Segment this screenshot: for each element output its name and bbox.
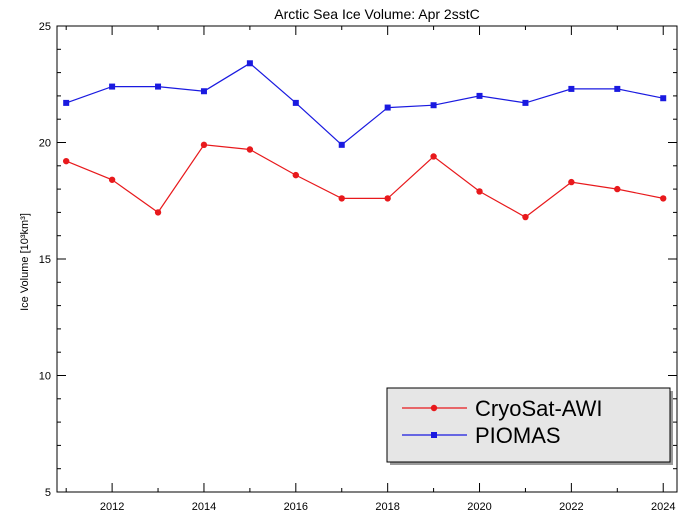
data-point-piomas (384, 104, 391, 111)
data-point-piomas (292, 99, 299, 106)
y-tick-label: 5 (45, 487, 51, 499)
chart-title: Arctic Sea Ice Volume: Apr 2sstC (274, 6, 479, 22)
x-tick-label: 2014 (192, 501, 216, 513)
y-tick-label: 10 (39, 371, 51, 383)
data-point-cryosat-awi (292, 171, 300, 179)
data-point-cryosat-awi (384, 195, 391, 202)
x-tick-label: 2022 (559, 501, 583, 513)
data-point-cryosat-awi (614, 185, 621, 193)
data-point-cryosat-awi (154, 209, 162, 216)
legend-box (386, 387, 671, 463)
data-point-cryosat-awi (660, 195, 667, 202)
y-tick-label: 15 (39, 254, 51, 266)
data-point-cryosat-awi (108, 176, 116, 183)
legend-label-piomas: PIOMAS (475, 423, 561, 448)
data-point-piomas (155, 83, 162, 90)
y-tick-label: 25 (39, 21, 51, 33)
y-axis-label: Ice Volume [10³km³] (19, 213, 31, 311)
data-point-cryosat-awi (522, 213, 529, 221)
data-point-piomas (338, 141, 345, 148)
series-layer (62, 60, 667, 221)
data-point-piomas (63, 99, 70, 106)
y-ticks: 5 10 15 20 25 (39, 21, 677, 499)
data-point-piomas (568, 85, 575, 92)
data-point-piomas (200, 88, 207, 95)
x-tick-label: 2016 (284, 501, 308, 513)
data-point-piomas (614, 85, 621, 92)
data-point-cryosat-awi (430, 153, 437, 160)
legend-label-cryosat-awi: CryoSat-AWI (475, 396, 603, 421)
x-tick-label: 2018 (375, 501, 399, 513)
data-point-piomas (430, 102, 437, 109)
data-point-cryosat-awi (338, 195, 345, 202)
data-point-cryosat-awi (200, 141, 208, 149)
data-point-cryosat-awi (246, 146, 254, 153)
x-tick-label: 2012 (100, 501, 124, 513)
data-point-piomas (660, 95, 667, 102)
data-point-piomas (522, 99, 529, 106)
legend-marker-cryosat-awi (430, 404, 438, 412)
data-point-cryosat-awi (62, 157, 70, 165)
series-line-piomas (65, 62, 664, 146)
x-ticks: 2012 2014 2016 2018 2020 2022 2024 (65, 26, 675, 513)
data-point-cryosat-awi (476, 188, 483, 195)
data-point-piomas (246, 60, 253, 67)
x-tick-label: 2024 (651, 501, 675, 513)
y-tick-label: 20 (39, 138, 51, 150)
data-point-piomas (109, 83, 116, 90)
series-line-cryosat-awi (65, 144, 664, 218)
x-tick-label: 2020 (467, 501, 491, 513)
data-point-cryosat-awi (568, 178, 575, 186)
legend-marker-piomas (431, 432, 437, 438)
data-point-piomas (476, 92, 483, 99)
